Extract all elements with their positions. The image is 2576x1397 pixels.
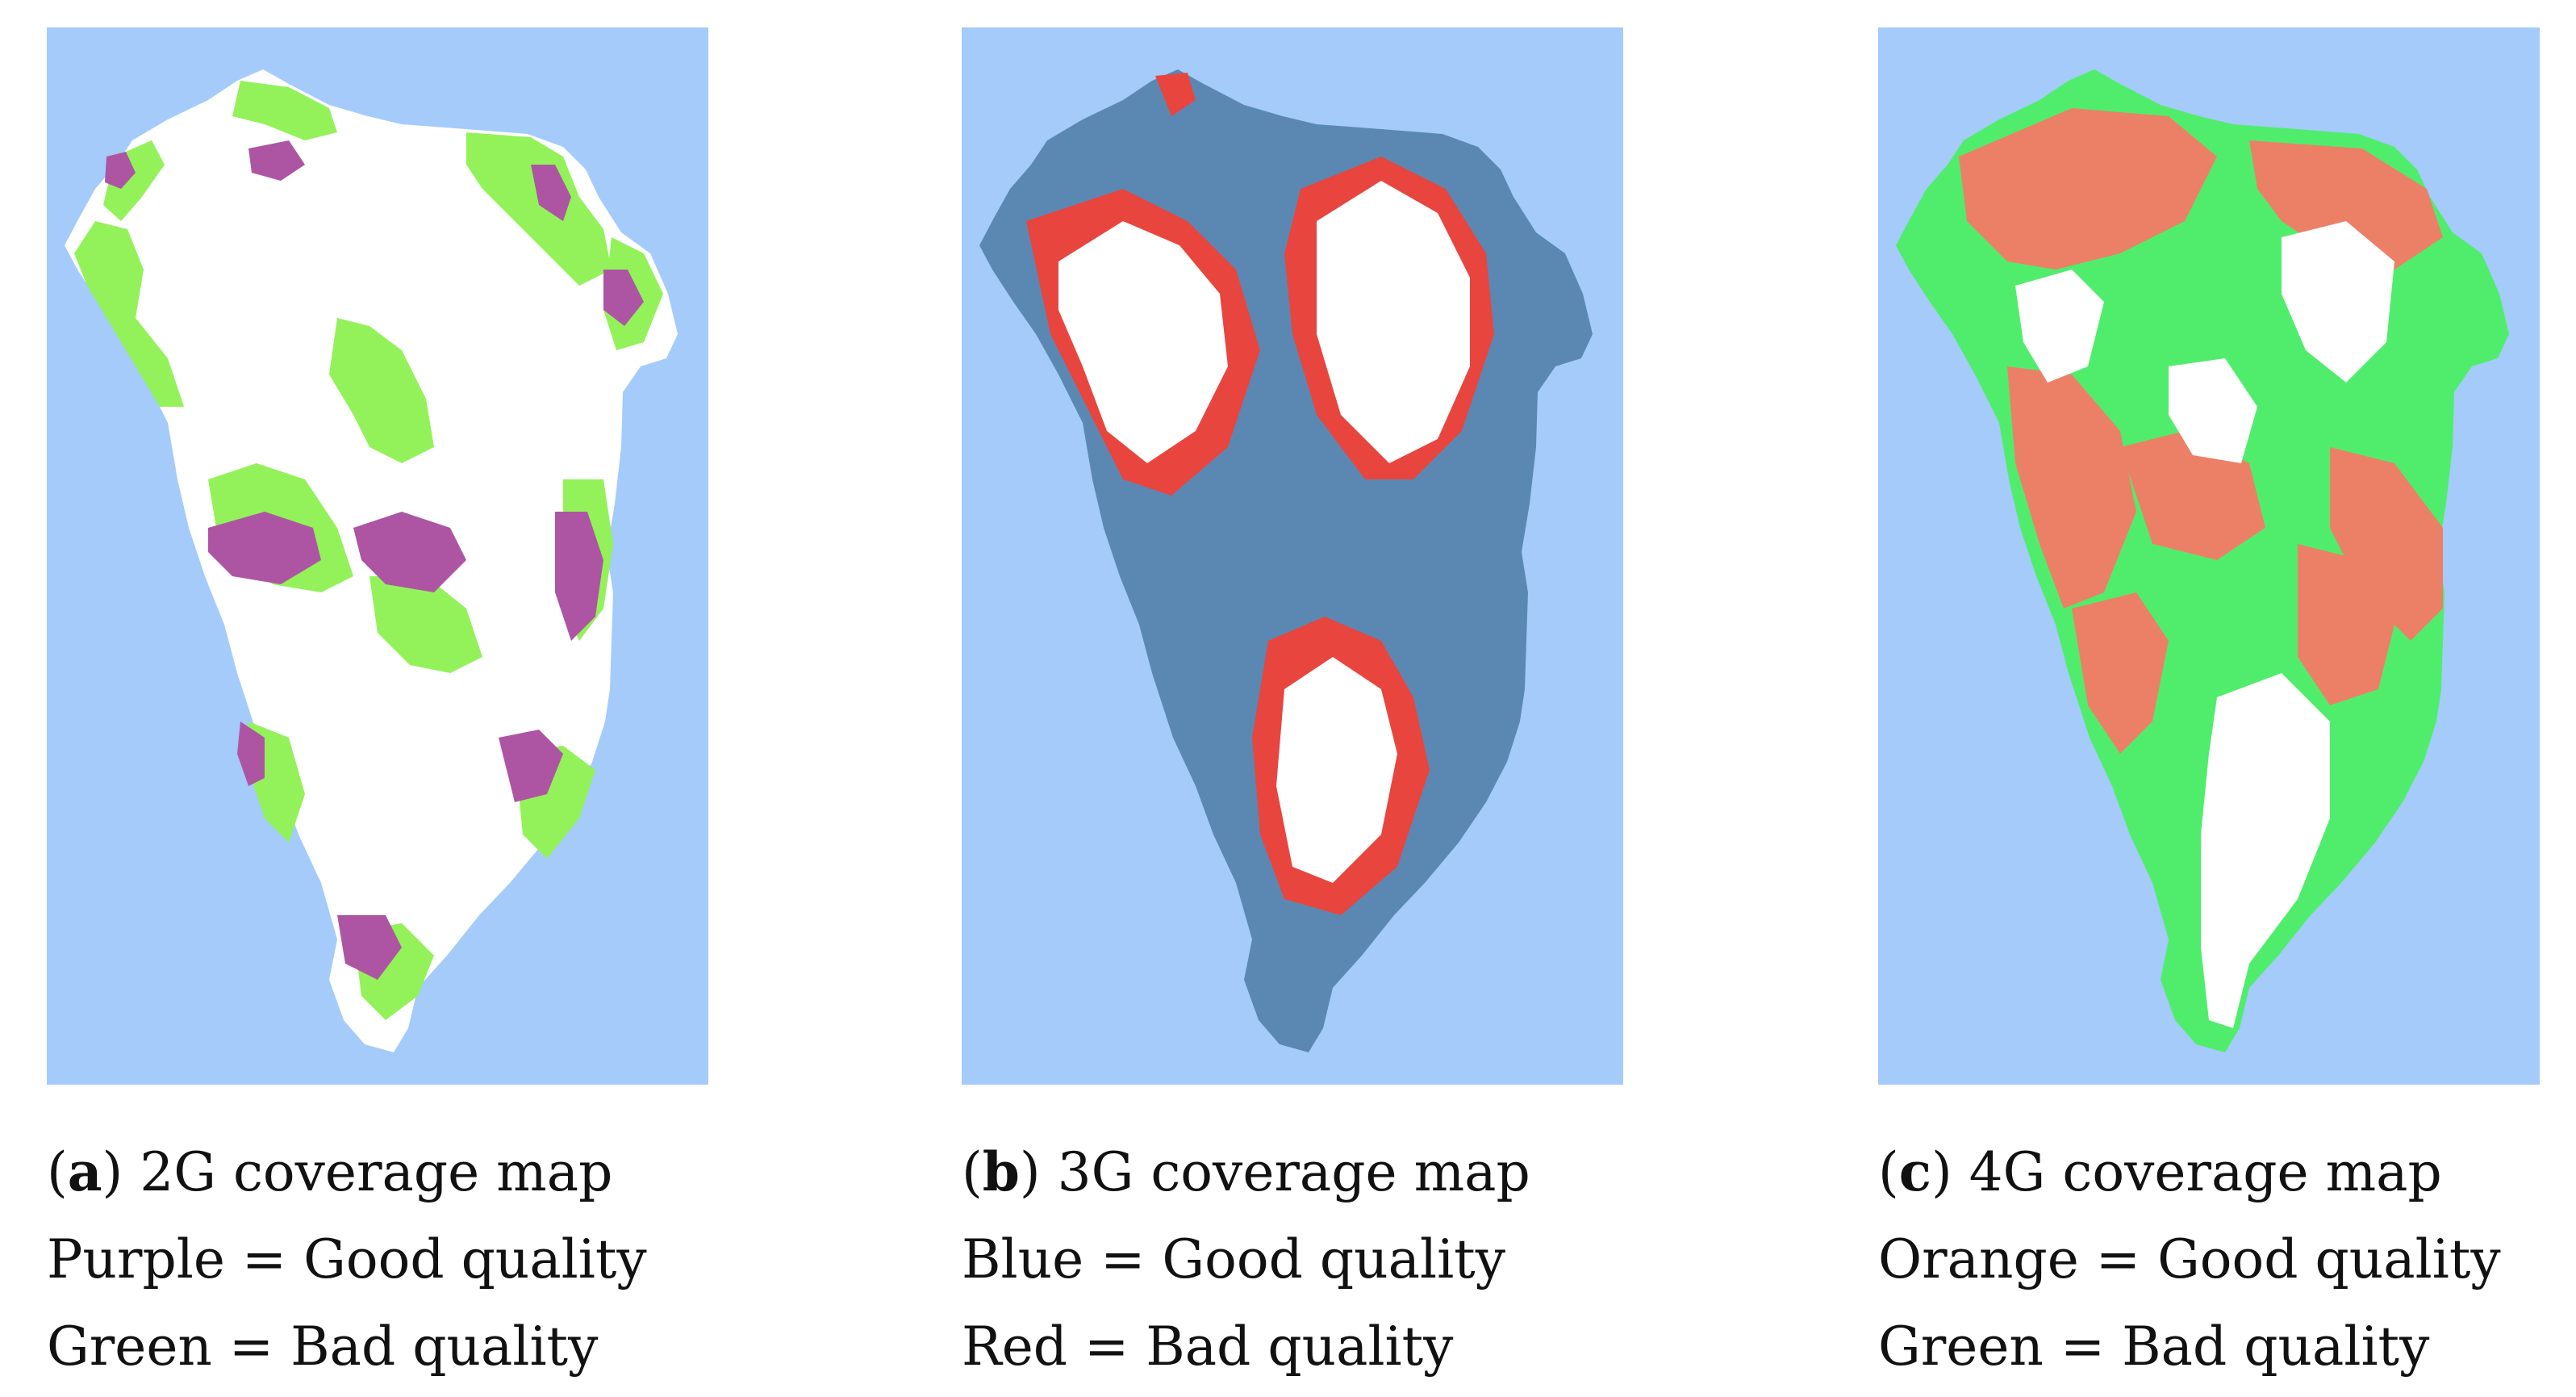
panel-letter: c xyxy=(1898,1140,1931,1203)
panel-title: 2G coverage map xyxy=(140,1141,613,1203)
map-3g xyxy=(962,27,1623,1085)
map-2g xyxy=(47,27,708,1085)
panel-title: 3G coverage map xyxy=(1057,1141,1530,1203)
legend-good: Orange = Good quality xyxy=(1878,1228,2501,1290)
panel-letter: a xyxy=(67,1140,102,1203)
caption-title-line: (c) 4G coverage map xyxy=(1878,1140,2442,1203)
legend-bad: Red = Bad quality xyxy=(962,1315,1454,1378)
legend-bad: Green = Bad quality xyxy=(47,1315,599,1378)
panel-2g: (a) 2G coverage map Purple = Good qualit… xyxy=(47,27,708,1391)
uncovered-zones xyxy=(1058,181,1470,883)
map-4g xyxy=(1878,27,2540,1085)
caption-4g: (c) 4G coverage map Orange = Good qualit… xyxy=(1878,1128,2540,1391)
caption-2g: (a) 2G coverage map Purple = Good qualit… xyxy=(47,1128,708,1391)
caption-title-line: (a) 2G coverage map xyxy=(47,1140,613,1203)
map-2g-svg xyxy=(47,27,708,1085)
legend-bad: Green = Bad quality xyxy=(1878,1315,2430,1378)
panel-letter: b xyxy=(982,1140,1020,1203)
caption-3g: (b) 3G coverage map Blue = Good quality … xyxy=(962,1128,1623,1391)
uncovered-zones xyxy=(2015,221,2394,1028)
good-quality-zones xyxy=(105,140,644,980)
legend-good: Purple = Good quality xyxy=(47,1228,647,1290)
map-4g-svg xyxy=(1878,27,2540,1085)
panel-4g: (c) 4G coverage map Orange = Good qualit… xyxy=(1878,27,2540,1391)
caption-title-line: (b) 3G coverage map xyxy=(962,1140,1530,1203)
legend-good: Blue = Good quality xyxy=(962,1228,1505,1290)
panel-3g: (b) 3G coverage map Blue = Good quality … xyxy=(962,27,1623,1391)
panel-title: 4G coverage map xyxy=(1969,1141,2442,1203)
good-quality-zones xyxy=(1959,108,2443,754)
map-3g-svg xyxy=(962,27,1623,1085)
